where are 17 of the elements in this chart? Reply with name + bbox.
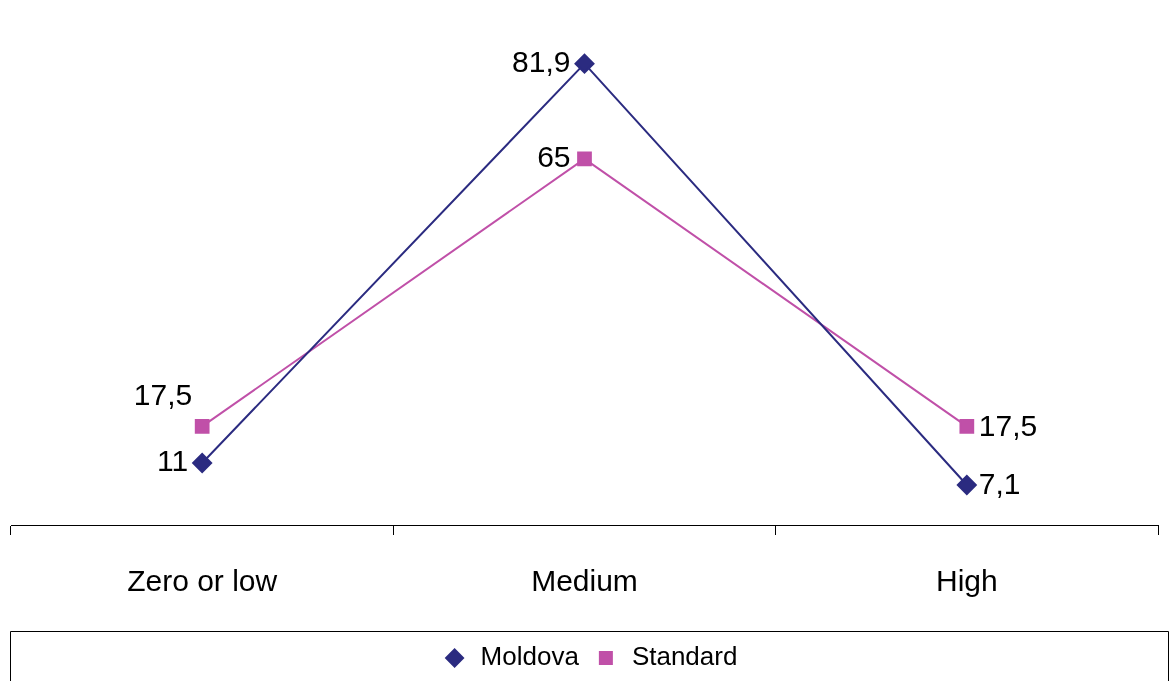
point (956, 475, 977, 495)
x-tick-label: Zero or low (127, 564, 278, 598)
data-label: 11 (157, 444, 189, 478)
point (577, 151, 592, 167)
data-label: 17,5 (978, 408, 1038, 442)
x-tick-label: Medium (531, 564, 638, 598)
data-label: 7,1 (978, 467, 1021, 501)
x-tick-label: High (935, 564, 998, 598)
point (574, 53, 595, 74)
data-label: 17,5 (133, 377, 193, 411)
legend-label: Standard (631, 641, 738, 672)
data-label: 81,9 (512, 44, 571, 78)
point (192, 453, 213, 474)
legend-label: Moldova (480, 641, 580, 672)
data-label: 65 (537, 140, 571, 174)
point (194, 419, 210, 434)
point (959, 419, 975, 434)
